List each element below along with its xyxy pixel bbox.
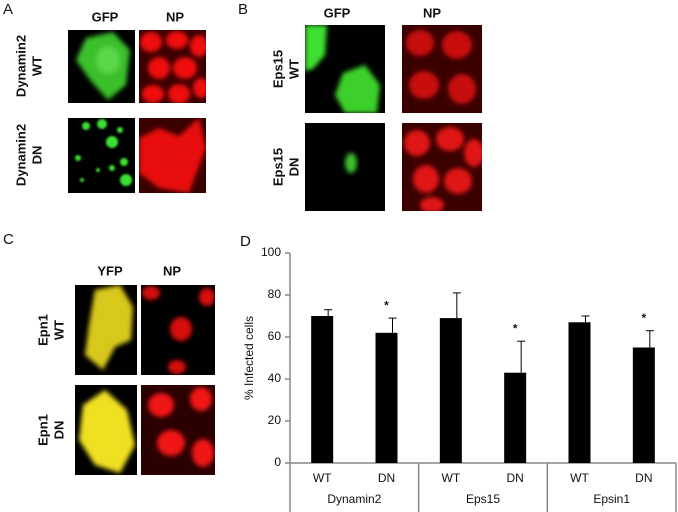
y-tick-label: 60 bbox=[268, 329, 282, 343]
micrograph bbox=[68, 118, 135, 193]
micrograph bbox=[402, 25, 482, 113]
channel-label: NP bbox=[163, 263, 181, 278]
row-label: DN bbox=[29, 146, 44, 165]
row-label: Epn1 bbox=[35, 414, 50, 446]
micrograph bbox=[305, 123, 385, 211]
panel-label: B bbox=[238, 1, 248, 18]
x-tick-label: WT bbox=[313, 471, 332, 485]
bar bbox=[632, 347, 655, 463]
micrograph bbox=[402, 123, 482, 211]
bar bbox=[375, 332, 398, 463]
channel-label: NP bbox=[423, 5, 441, 20]
y-tick-label: 0 bbox=[274, 455, 281, 469]
group-label: Eps15 bbox=[466, 492, 500, 506]
bar bbox=[439, 318, 462, 463]
significance-mark: * bbox=[641, 311, 646, 325]
row-label: WT bbox=[286, 59, 301, 79]
channel-label: NP bbox=[166, 9, 184, 24]
channel-label: YFP bbox=[97, 263, 123, 278]
row-label: WT bbox=[29, 56, 44, 76]
group-label: Dynamin2 bbox=[327, 492, 381, 506]
significance-mark: * bbox=[384, 298, 389, 312]
row-label: DN bbox=[286, 158, 301, 177]
panel-label: D bbox=[240, 233, 251, 250]
channel-label: GFP bbox=[324, 5, 351, 20]
micrograph bbox=[305, 25, 385, 113]
x-tick-label: DN bbox=[506, 471, 523, 485]
y-tick-label: 40 bbox=[268, 371, 282, 385]
x-tick-label: WT bbox=[442, 471, 461, 485]
channel-label: GFP bbox=[92, 9, 119, 24]
y-tick-label: 20 bbox=[268, 413, 282, 427]
row-label: DN bbox=[51, 421, 66, 440]
significance-mark: * bbox=[513, 321, 518, 335]
row-label: Epn1 bbox=[35, 314, 50, 346]
row-label: Dynamin2 bbox=[13, 124, 28, 186]
micrograph bbox=[141, 285, 215, 375]
row-label: WT bbox=[51, 320, 66, 340]
bar bbox=[568, 322, 591, 463]
panel-label: A bbox=[3, 1, 13, 18]
row-label: Dynamin2 bbox=[13, 35, 28, 97]
micrograph bbox=[139, 30, 206, 103]
micrograph bbox=[141, 385, 215, 475]
bar bbox=[504, 372, 527, 463]
micrograph bbox=[139, 118, 206, 193]
x-tick-label: WT bbox=[570, 471, 589, 485]
row-label: Eps15 bbox=[270, 50, 285, 88]
y-axis-label: % Infected cells bbox=[242, 316, 256, 400]
micrograph bbox=[75, 385, 137, 475]
micrograph bbox=[68, 30, 135, 103]
y-tick-label: 80 bbox=[268, 287, 282, 301]
row-label: Eps15 bbox=[270, 148, 285, 186]
y-tick-label: 100 bbox=[261, 245, 281, 259]
panel-label: C bbox=[3, 231, 14, 248]
x-tick-label: DN bbox=[378, 471, 395, 485]
micrograph bbox=[75, 285, 137, 375]
x-tick-label: DN bbox=[635, 471, 652, 485]
bar bbox=[311, 316, 334, 463]
group-label: Epsin1 bbox=[593, 492, 630, 506]
